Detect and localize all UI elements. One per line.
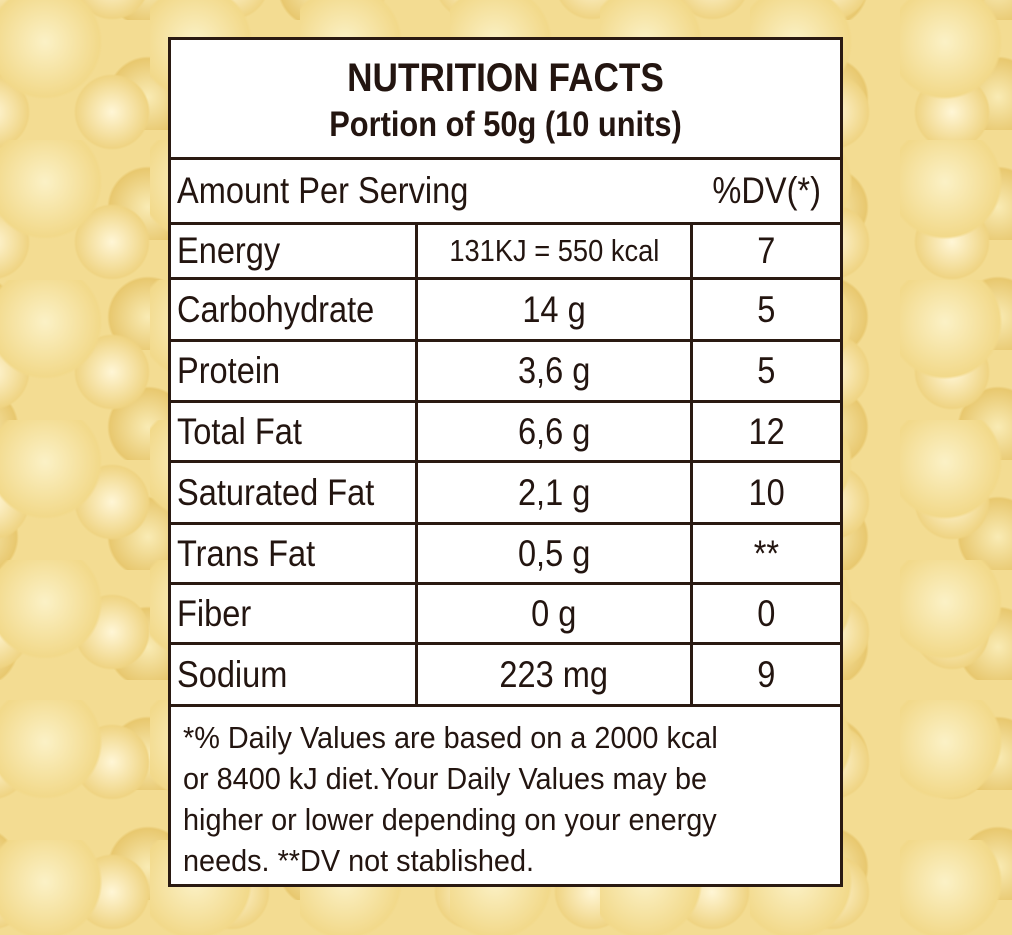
nutrient-row: Fiber 0 g 0 [171, 585, 840, 645]
cell-text: 0 [757, 592, 776, 634]
cell-text: 0,5 g [517, 532, 591, 574]
table-cell: 223 mg [418, 645, 693, 704]
nutrient-row: Protein 3,6 g 5 [171, 342, 840, 403]
footnote-line: *% Daily Values are based on a 2000 kcal [183, 720, 718, 755]
cell-text: Trans Fat [177, 532, 316, 574]
cell-text: 5 [757, 288, 776, 330]
cell-text: 3,6 g [517, 350, 591, 391]
cell-text: 5 [757, 350, 776, 391]
column-header-text: %DV(*) [712, 170, 821, 211]
table-cell: 2,1 g [418, 463, 693, 522]
label-header: NUTRITION FACTS Portion of 50g (10 units… [171, 40, 840, 160]
cell-text: 131KJ = 550 kcal [448, 233, 660, 268]
footnote-line: needs. **DV not stablished. [183, 843, 534, 878]
table-cell: Sodium [171, 645, 418, 704]
table-cell: 10 [693, 463, 840, 522]
table-cell: 14 g [418, 280, 693, 339]
nutrition-label: NUTRITION FACTS Portion of 50g (10 units… [168, 37, 843, 887]
table-cell: 5 [693, 342, 840, 400]
title: NUTRITION FACTS [347, 56, 664, 100]
table-cell: 7 [693, 225, 840, 277]
table-cell: 9 [693, 645, 840, 704]
subtitle: Portion of 50g (10 units) [329, 105, 682, 144]
table-cell: 0,5 g [418, 525, 693, 582]
cell-text: 2,1 g [517, 471, 591, 513]
table-cell: Protein [171, 342, 418, 400]
cell-text: Protein [177, 350, 281, 391]
table-cell: 12 [693, 403, 840, 460]
table-cell: 0 g [418, 585, 693, 642]
nutrient-row: Carbohydrate 14 g 5 [171, 280, 840, 342]
cell-text: Total Fat [177, 410, 302, 452]
cell-text: 0 g [531, 592, 577, 634]
table-cell: 0 [693, 585, 840, 642]
nutrient-row: Total Fat 6,6 g 12 [171, 403, 840, 463]
cell-text: 12 [748, 410, 785, 452]
footnote-line: higher or lower depending on your energy [183, 802, 717, 837]
table-cell: 6,6 g [418, 403, 693, 460]
cell-text: Carbohydrate [177, 288, 375, 330]
table-cell: Fiber [171, 585, 418, 642]
table-cell: 131KJ = 550 kcal [418, 225, 693, 277]
cell-text: 7 [757, 230, 776, 271]
cell-text: 6,6 g [517, 410, 591, 452]
table-cell: Energy [171, 225, 418, 277]
nutrient-row: Trans Fat 0,5 g ** [171, 525, 840, 585]
cell-text: 9 [757, 653, 776, 695]
cell-text: ** [753, 532, 780, 574]
column-header-text: Amount Per Serving [177, 170, 469, 211]
table-cell: 5 [693, 280, 840, 339]
nutrient-row: Sodium 223 mg 9 [171, 645, 840, 707]
cell-text: 10 [748, 471, 785, 513]
cell-text: Energy [177, 230, 281, 271]
cell-text: Sodium [177, 653, 288, 695]
table-cell: ** [693, 525, 840, 582]
table-cell: Saturated Fat [171, 463, 418, 522]
table-cell: Total Fat [171, 403, 418, 460]
table-cell: Trans Fat [171, 525, 418, 582]
cell-text: 223 mg [499, 653, 609, 695]
cell-text: 14 g [522, 288, 586, 330]
nutrient-row: Saturated Fat 2,1 g 10 [171, 463, 840, 525]
cell-text: Saturated Fat [177, 471, 375, 513]
footnote: *% Daily Values are based on a 2000 kcal… [171, 707, 840, 881]
column-header: %DV(*) [693, 160, 840, 222]
table-cell: Carbohydrate [171, 280, 418, 339]
nutrient-row: Energy 131KJ = 550 kcal 7 [171, 225, 840, 280]
cell-text: Fiber [177, 592, 252, 634]
column-header-row: Amount Per Serving %DV(*) [171, 160, 840, 225]
rows: Energy 131KJ = 550 kcal 7 Carbohydrate 14 g 5… [171, 225, 840, 707]
table-cell: 3,6 g [418, 342, 693, 400]
footnote-line: or 8400 kJ diet.Your Daily Values may be [183, 761, 708, 796]
column-header: Amount Per Serving [171, 160, 693, 222]
